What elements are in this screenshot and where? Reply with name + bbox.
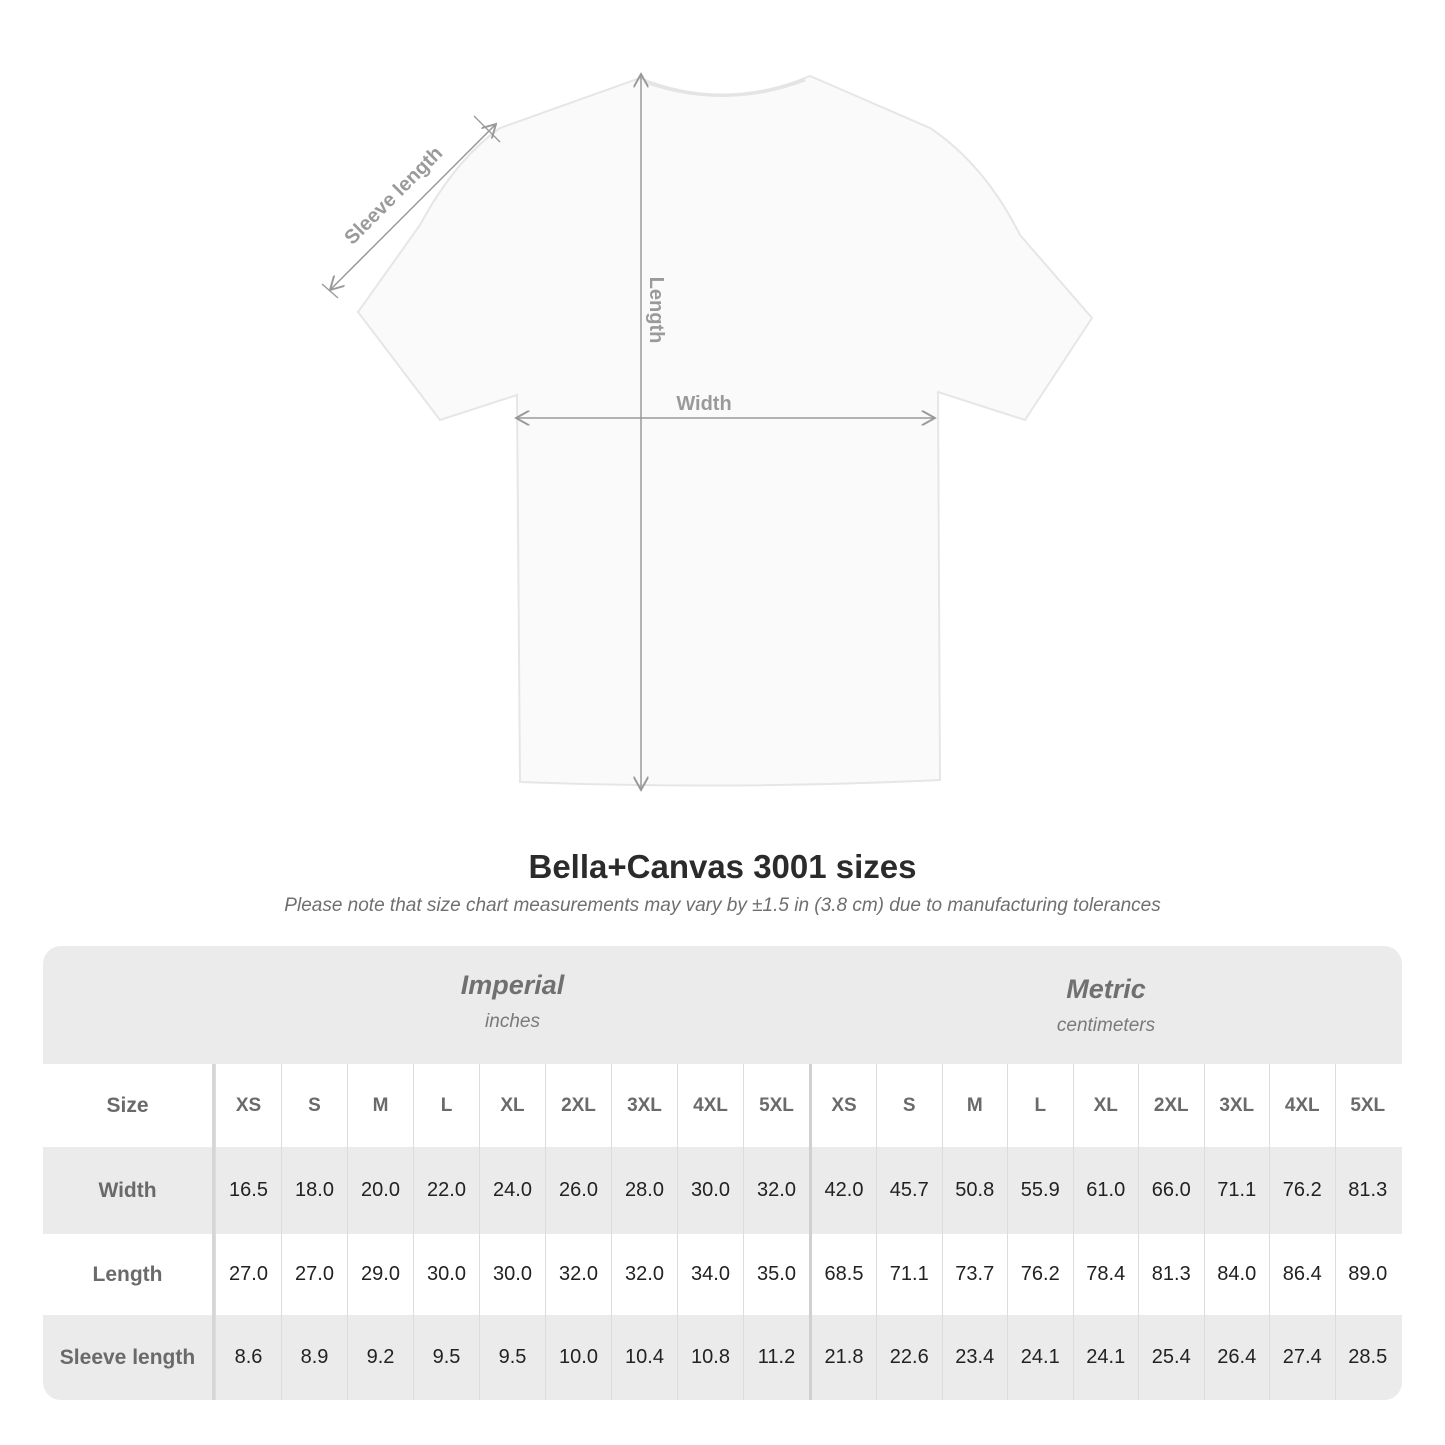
metric-header: Metric centimeters [810,974,1402,1092]
size-header-metric: 5XL [1334,1064,1401,1147]
metric-value-cell: 84.0 [1203,1234,1270,1315]
imperial-value-cell: 34.0 [677,1234,743,1315]
row-label: Length [43,1234,215,1315]
metric-value-cell: 28.5 [1334,1315,1401,1400]
imperial-value-cell: 29.0 [347,1234,413,1315]
metric-value-cell: 22.6 [876,1315,942,1400]
sleeve-length-arrow [330,124,496,290]
imperial-value-cell: 10.4 [611,1315,677,1400]
metric-value-cell: 76.2 [1269,1147,1335,1234]
metric-title: Metric [1066,974,1146,1004]
size-header-imperial: S [281,1064,347,1147]
imperial-value-cell: 30.0 [413,1234,479,1315]
metric-value-cell: 81.3 [1138,1234,1204,1315]
metric-value-cell: 23.4 [941,1315,1008,1400]
row-label: Width [43,1147,215,1234]
length-label: Length [645,277,667,344]
size-header-metric: L [1007,1064,1073,1147]
metric-value-cell: 26.4 [1203,1315,1270,1400]
imperial-value-cell: 8.9 [281,1315,347,1400]
size-table: Imperial inches Metric centimeters Size X… [43,946,1402,1400]
metric-value-cell: 45.7 [876,1147,942,1234]
size-header-imperial: L [413,1064,479,1147]
metric-value-cell: 68.5 [809,1234,876,1315]
tshirt-shape [356,74,1094,787]
size-header-imperial: 5XL [743,1064,809,1147]
metric-value-cell: 81.3 [1334,1147,1401,1234]
page-title: Bella+Canvas 3001 sizes [528,848,917,885]
row-label: Size [43,1064,215,1147]
metric-value-cell: 55.9 [1007,1147,1073,1234]
width-label: Width [676,393,731,415]
metric-value-cell: 24.1 [1007,1315,1073,1400]
size-header-imperial: 4XL [677,1064,743,1147]
imperial-value-cell: 28.0 [611,1147,677,1234]
size-header-metric: 2XL [1138,1064,1204,1147]
size-header-imperial: 3XL [611,1064,677,1147]
imperial-value-cell: 26.0 [545,1147,611,1234]
metric-value-cell: 24.1 [1072,1315,1139,1400]
imperial-value-cell: 9.5 [413,1315,479,1400]
size-header-metric: XL [1072,1064,1139,1147]
imperial-value-cell: 32.0 [743,1147,809,1234]
metric-value-cell: 71.1 [876,1234,942,1315]
metric-value-cell: 42.0 [809,1147,876,1234]
imperial-value-cell: 18.0 [281,1147,347,1234]
metric-value-cell: 61.0 [1072,1147,1139,1234]
imperial-value-cell: 24.0 [479,1147,545,1234]
imperial-value-cell: 10.0 [545,1315,611,1400]
size-header-imperial: M [347,1064,413,1147]
imperial-value-cell: 35.0 [743,1234,809,1315]
table-row: Width 16.5 18.0 20.0 22.0 24.0 26.0 28.0 30.0 32.… [43,1147,1402,1234]
size-header-metric: 3XL [1203,1064,1270,1147]
imperial-value-cell: 10.8 [677,1315,743,1400]
imperial-value-cell: 30.0 [479,1234,545,1315]
metric-value-cell: 71.1 [1203,1147,1270,1234]
metric-value-cell: 73.7 [941,1234,1008,1315]
imperial-value-cell: 9.2 [347,1315,413,1400]
imperial-value-cell: 32.0 [611,1234,677,1315]
imperial-value-cell: 9.5 [479,1315,545,1400]
size-header-imperial: XL [479,1064,545,1147]
metric-value-cell: 25.4 [1138,1315,1204,1400]
metric-value-cell: 86.4 [1269,1234,1335,1315]
metric-value-cell: 76.2 [1007,1234,1073,1315]
imperial-value-cell: 11.2 [743,1315,809,1400]
size-header-metric: M [941,1064,1008,1147]
metric-value-cell: 21.8 [809,1315,876,1400]
metric-unit: centimeters [1056,1015,1156,1036]
row-label: Sleeve length [43,1315,215,1400]
tshirt-diagram: Sleeve length Length Width [321,0,1094,820]
imperial-value-cell: 20.0 [347,1147,413,1234]
size-header-row: Size XS S M L XL 2XL 3XL 4XL 5XL XS S M L XL 2XL 3XL 4XL 5… [43,1064,1402,1147]
tolerance-note: Please note that size chart measurements… [284,895,1161,916]
metric-value-cell: 50.8 [941,1147,1008,1234]
imperial-header: Imperial inches [215,970,810,1088]
imperial-value-cell: 30.0 [677,1147,743,1234]
imperial-unit: inches [485,1011,540,1032]
metric-value-cell: 78.4 [1072,1234,1139,1315]
imperial-value-cell: 16.5 [215,1147,281,1234]
size-header-metric: 4XL [1269,1064,1335,1147]
size-header-metric: S [876,1064,942,1147]
imperial-value-cell: 32.0 [545,1234,611,1315]
size-header-metric: XS [809,1064,876,1147]
imperial-value-cell: 22.0 [413,1147,479,1234]
metric-value-cell: 66.0 [1138,1147,1204,1234]
metric-value-cell: 27.4 [1269,1315,1335,1400]
imperial-value-cell: 27.0 [281,1234,347,1315]
imperial-value-cell: 27.0 [215,1234,281,1315]
imperial-value-cell: 8.6 [215,1315,281,1400]
metric-value-cell: 89.0 [1334,1234,1401,1315]
table-row: Sleeve length 8.6 8.9 9.2 9.5 9.5 10.0 10.4 10.8… [43,1315,1402,1400]
size-header-imperial: XS [215,1064,281,1147]
table-row: Length 27.0 27.0 29.0 30.0 30.0 32.0 32.0 34.0 35… [43,1234,1402,1315]
size-header-imperial: 2XL [545,1064,611,1147]
imperial-title: Imperial [460,970,565,1000]
